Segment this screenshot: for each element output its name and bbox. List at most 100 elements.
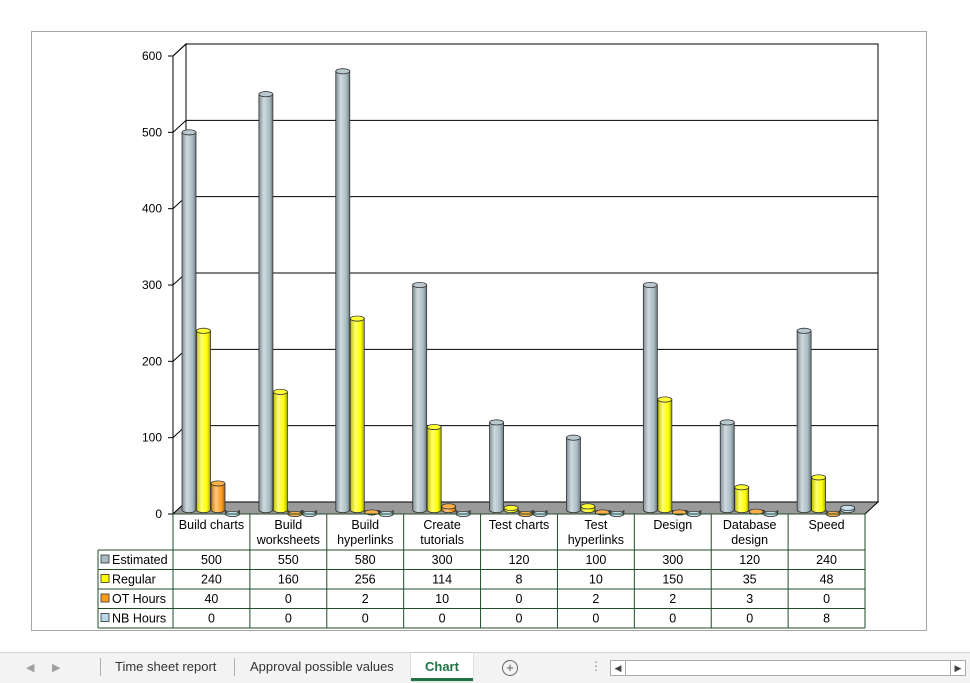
bar-body — [272, 391, 288, 513]
bar-cap — [566, 434, 581, 441]
category-label: design — [731, 533, 768, 547]
data-table-value: 10 — [589, 573, 603, 587]
data-table-value: 35 — [743, 573, 757, 587]
bar-estimated — [412, 281, 428, 513]
data-table-value: 0 — [592, 612, 599, 626]
bar-body — [566, 437, 581, 513]
bar-estimated — [642, 281, 658, 513]
bar-regular — [426, 423, 442, 513]
data-table-value: 0 — [516, 592, 523, 606]
bar-body — [412, 284, 428, 513]
category-label: Database — [723, 518, 777, 532]
bar-body — [258, 93, 274, 513]
data-table-value: 0 — [208, 612, 215, 626]
tab-chart[interactable]: Chart — [411, 653, 473, 681]
y-tick-label: 500 — [142, 125, 162, 139]
bar-body — [426, 426, 442, 513]
data-table-value: 120 — [739, 553, 760, 567]
data-table-value: 2 — [362, 592, 369, 606]
data-table-value: 240 — [816, 553, 837, 567]
series-name-label: OT Hours — [112, 592, 166, 606]
bar-body — [734, 486, 750, 513]
bar-nb-hours — [840, 504, 856, 513]
data-table-value: 580 — [355, 553, 376, 567]
legend-key-ot-hours — [100, 593, 110, 603]
prev-sheet-icon[interactable]: ◀ — [26, 662, 35, 674]
y-gridline-side — [172, 43, 187, 57]
bar-estimated — [566, 434, 581, 513]
bar-cap — [503, 504, 519, 511]
data-table-value: 0 — [669, 612, 676, 626]
category-label: Speed — [808, 518, 844, 532]
scroll-left-icon[interactable]: ◀ — [611, 661, 626, 675]
tab-approval-possible-values[interactable]: Approval possible values — [250, 659, 394, 674]
scroll-right-icon[interactable]: ▶ — [950, 661, 965, 675]
horizontal-scrollbar[interactable]: ◀ ▶ — [610, 660, 966, 676]
bar-regular — [580, 503, 596, 513]
series-name-label: Regular — [112, 573, 156, 587]
bar-regular — [734, 484, 750, 513]
tab-time-sheet-report[interactable]: Time sheet report — [115, 659, 217, 674]
bar-cap — [426, 423, 442, 430]
bar-estimated — [719, 419, 735, 513]
bar-estimated — [335, 68, 351, 513]
y-tick-label: 400 — [142, 202, 162, 216]
bar-regular — [657, 396, 673, 513]
bar-body — [642, 284, 658, 513]
bar-body — [719, 422, 735, 513]
next-sheet-icon[interactable]: ▶ — [52, 662, 61, 674]
bar-cap — [196, 327, 211, 334]
bar-cap — [412, 281, 428, 288]
bar-regular — [811, 474, 827, 513]
category-label: worksheets — [256, 533, 320, 547]
bar-cap — [272, 388, 288, 395]
data-table-value: 300 — [432, 553, 453, 567]
bar-cap — [580, 503, 596, 510]
add-sheet-icon[interactable]: + — [502, 660, 518, 676]
bar-body — [210, 483, 226, 513]
category-label: Build — [351, 518, 379, 532]
data-table-value: 3 — [746, 592, 753, 606]
data-table-value: 0 — [516, 612, 523, 626]
bar-cap — [335, 68, 351, 75]
bar-estimated — [258, 91, 274, 513]
y-tick-label: 600 — [142, 49, 162, 63]
data-table-value: 0 — [439, 612, 446, 626]
category-label: Build charts — [179, 518, 244, 532]
bar-cap — [181, 129, 197, 136]
data-table-value: 0 — [362, 612, 369, 626]
legend-key-regular — [100, 574, 110, 583]
data-table-value: 160 — [278, 573, 299, 587]
bar-regular — [503, 504, 519, 513]
legend-key-estimated — [100, 554, 110, 564]
y-tick-label: 200 — [142, 354, 162, 368]
series-name-label: Estimated — [112, 553, 168, 567]
bar-body — [657, 399, 673, 513]
y-tick-label: 300 — [142, 278, 162, 292]
bar-ot-hours — [210, 480, 226, 513]
bar-cap — [210, 480, 226, 487]
data-table-value: 240 — [201, 573, 222, 587]
chart-area[interactable]: 0 100 200 300 400 500 600 Build charts Build work… — [31, 31, 927, 631]
bar-body — [335, 70, 351, 513]
bar-cap — [657, 396, 673, 403]
bar-regular — [349, 315, 365, 513]
bar-regular — [272, 388, 288, 513]
data-table-value: 2 — [592, 592, 599, 606]
tab-divider — [100, 658, 101, 676]
bar-cap — [796, 327, 812, 334]
data-table-value: 8 — [823, 612, 830, 626]
series-name-label: NB Hours — [112, 612, 166, 626]
category-label: Design — [653, 518, 692, 532]
more-options-icon[interactable]: ⋮ — [590, 659, 602, 673]
bar-cap — [349, 315, 365, 322]
bar-body — [196, 330, 211, 513]
data-table-value: 150 — [662, 573, 683, 587]
data-table-value: 256 — [355, 573, 376, 587]
bar-body — [811, 476, 827, 513]
bar-cap — [642, 281, 658, 288]
data-table-value: 100 — [585, 553, 606, 567]
data-table-value: 10 — [435, 592, 449, 606]
category-label: tutorials — [420, 533, 464, 547]
